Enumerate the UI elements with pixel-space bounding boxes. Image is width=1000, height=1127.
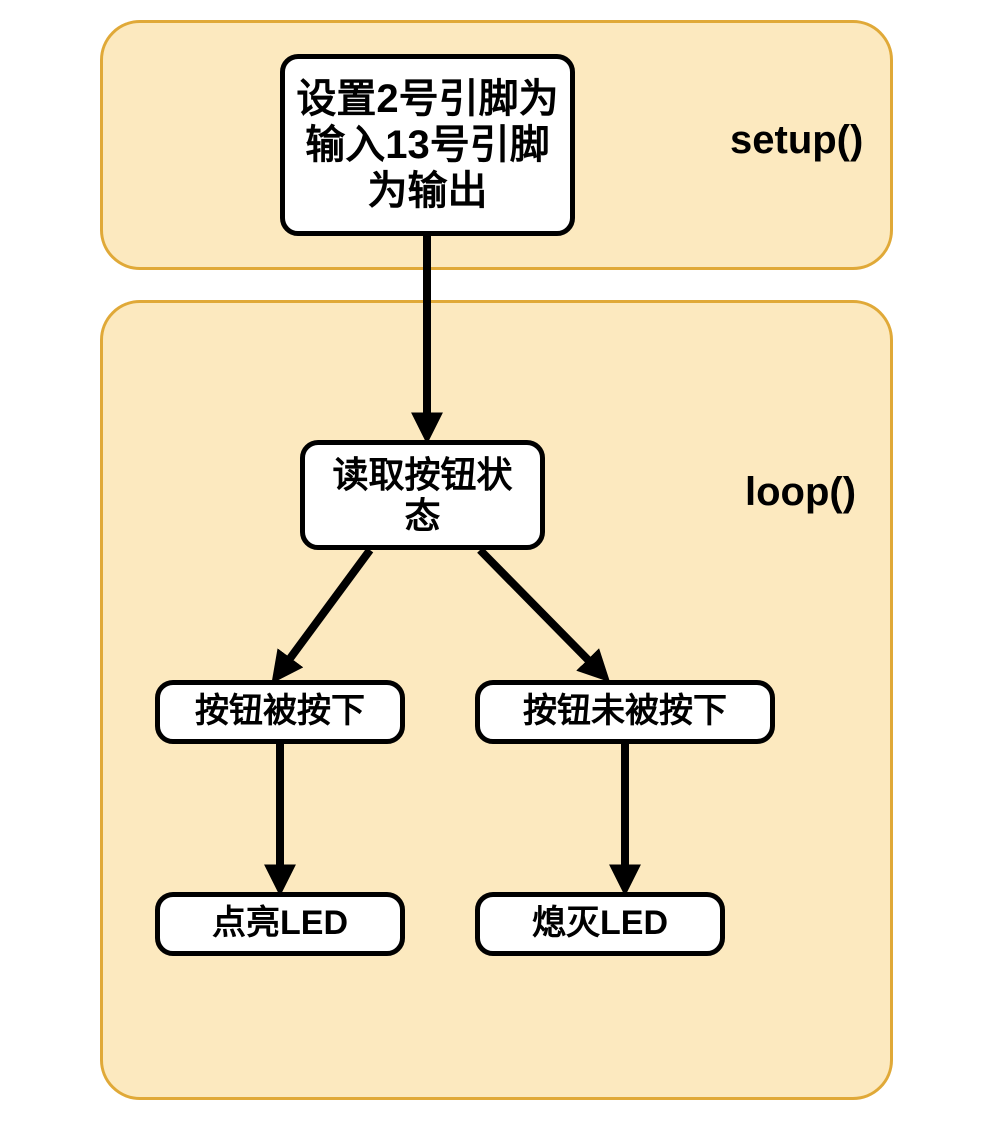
loop-label: loop() bbox=[745, 470, 856, 515]
setup-pins-node: 设置2号引脚为输入13号引脚为输出 bbox=[280, 54, 575, 236]
led-off-text: 熄灭LED bbox=[532, 904, 668, 943]
read-state-node: 读取按钮状态 bbox=[300, 440, 545, 550]
not-pressed-text: 按钮未被按下 bbox=[523, 692, 727, 731]
pressed-text: 按钮被按下 bbox=[195, 692, 365, 731]
setup-pins-text: 设置2号引脚为输入13号引脚为输出 bbox=[295, 76, 560, 214]
led-off-node: 熄灭LED bbox=[475, 892, 725, 956]
not-pressed-node: 按钮未被按下 bbox=[475, 680, 775, 744]
led-on-text: 点亮LED bbox=[212, 904, 348, 943]
pressed-node: 按钮被按下 bbox=[155, 680, 405, 744]
setup-label: setup() bbox=[730, 118, 863, 163]
led-on-node: 点亮LED bbox=[155, 892, 405, 956]
flowchart-canvas: setup() loop() 设置2号引脚为输入13号引脚为输出 读取按钮状态 … bbox=[0, 0, 1000, 1127]
read-state-text: 读取按钮状态 bbox=[315, 454, 530, 537]
